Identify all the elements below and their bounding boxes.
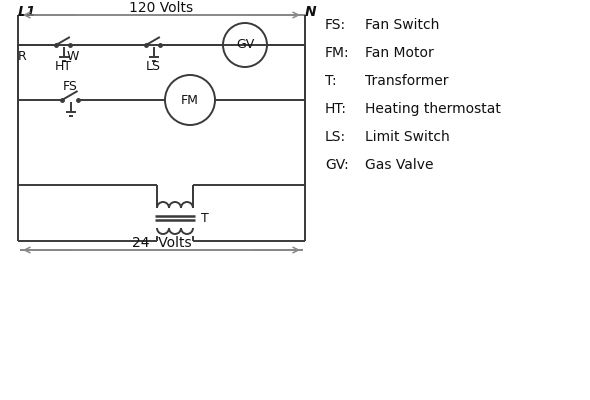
Text: T:: T: [325,74,337,88]
Text: FS: FS [63,80,77,92]
Text: FM:: FM: [325,46,350,60]
Text: 24  Volts: 24 Volts [132,236,191,250]
Text: R: R [18,50,27,64]
Text: Limit Switch: Limit Switch [365,130,450,144]
Text: L1: L1 [18,5,37,19]
Text: Heating thermostat: Heating thermostat [365,102,501,116]
Text: LS: LS [146,60,160,74]
Text: FM: FM [181,94,199,106]
Text: Transformer: Transformer [365,74,448,88]
Text: GV:: GV: [325,158,349,172]
Text: Gas Valve: Gas Valve [365,158,434,172]
Text: W: W [67,50,79,64]
Text: LS:: LS: [325,130,346,144]
Text: N: N [305,5,317,19]
Text: Fan Motor: Fan Motor [365,46,434,60]
Text: 120 Volts: 120 Volts [129,1,194,15]
Text: Fan Switch: Fan Switch [365,18,440,32]
Text: GV: GV [236,38,254,52]
Text: FS:: FS: [325,18,346,32]
Text: HT:: HT: [325,102,347,116]
Text: HT: HT [54,60,71,74]
Text: T: T [201,212,209,224]
